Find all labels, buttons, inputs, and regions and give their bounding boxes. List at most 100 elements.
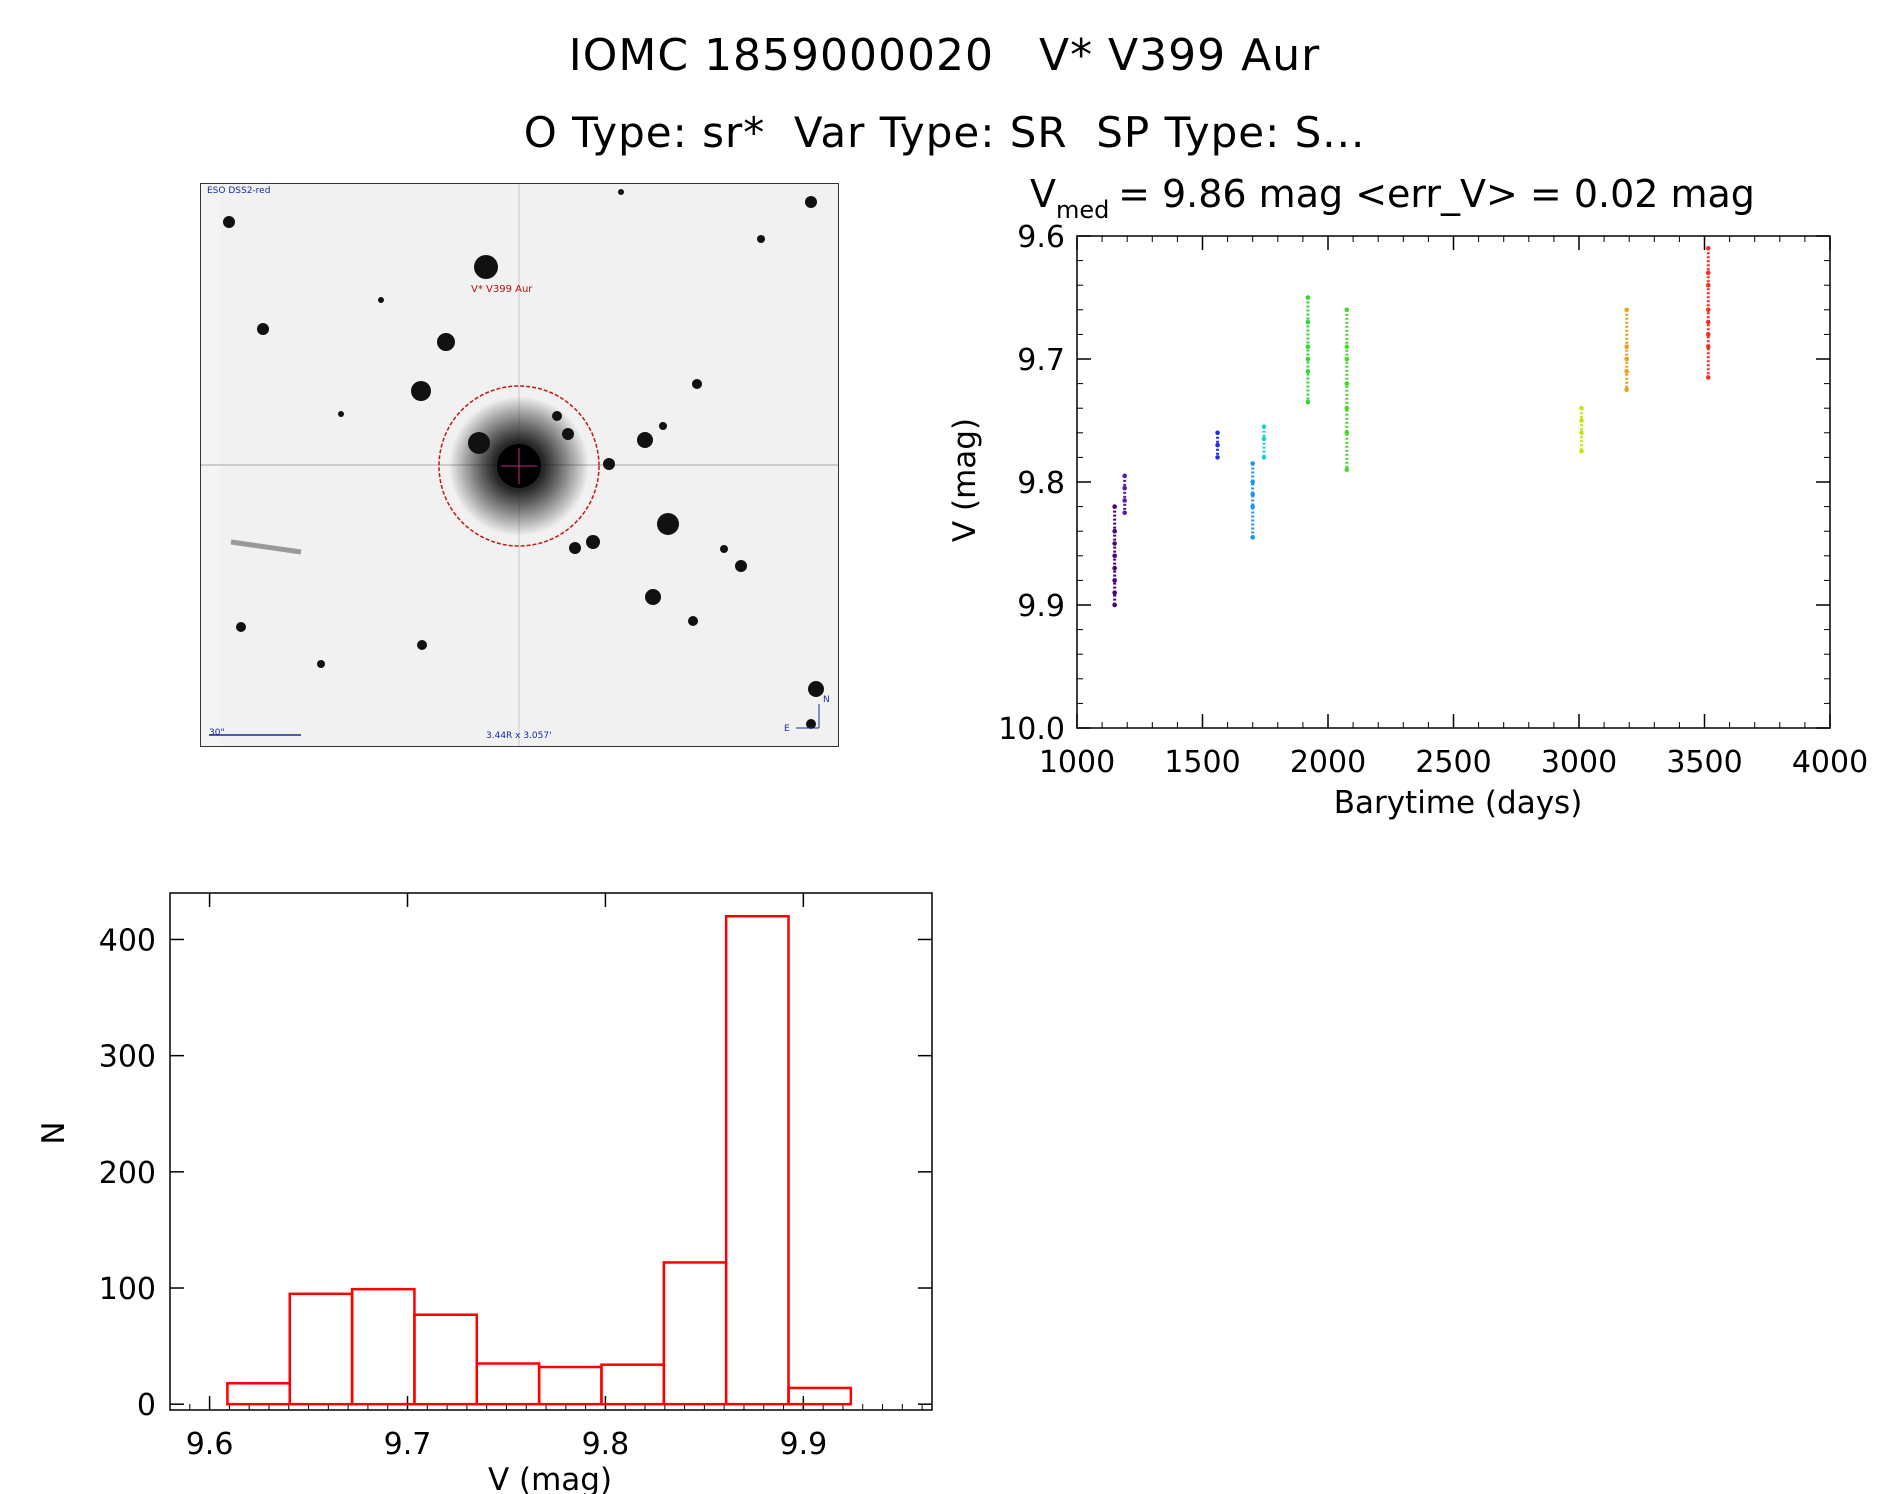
figure-title-line2: O Type: sr* Var Type: SR SP Type: S... — [523, 108, 1366, 157]
histogram-bar — [413, 1313, 479, 1406]
light-curve-frame — [1076, 235, 1831, 729]
east-arrow-label: E — [784, 724, 790, 734]
light-curve-point — [1261, 455, 1267, 460]
light-curve-y-label: V (mag) — [947, 418, 983, 542]
light-curve-point — [1705, 246, 1711, 251]
light-curve-point — [1250, 479, 1255, 485]
light-curve-point — [1344, 381, 1350, 386]
light-curve-point — [1305, 344, 1311, 350]
light-curve-title-rest: = 9.86 mag <err_V> = 0.02 mag — [1106, 172, 1755, 216]
light-curve-point — [1250, 492, 1255, 497]
x-tick-label: 9.8 — [582, 1427, 630, 1462]
light-curve-point — [1305, 369, 1311, 374]
light-curve-point — [1705, 270, 1711, 276]
light-curve-point — [1305, 295, 1311, 300]
light-curve-title-sub: med — [1056, 196, 1109, 224]
histogram-bar — [662, 1261, 728, 1406]
light-curve-point — [1215, 430, 1220, 436]
light-curve-point — [1122, 485, 1127, 491]
target-star-label: V* V399 Aur — [471, 284, 533, 295]
histogram-bar — [600, 1363, 666, 1406]
y-tick-label: 0 — [137, 1388, 156, 1423]
y-tick-label: 9.6 — [1017, 220, 1065, 255]
x-tick-label: 1000 — [1039, 745, 1115, 780]
histogram-bar — [288, 1292, 354, 1406]
light-curve-point — [1344, 405, 1350, 411]
light-curve-point — [1344, 467, 1350, 473]
x-tick-label: 3000 — [1541, 745, 1617, 780]
light-curve-point — [1261, 424, 1267, 429]
histogram-bar — [537, 1365, 603, 1406]
light-curve-point — [1250, 504, 1255, 509]
light-curve-point — [1305, 356, 1311, 362]
light-curve-point — [1112, 528, 1117, 534]
y-tick-label: 400 — [99, 923, 156, 958]
light-curve-point — [1112, 578, 1117, 583]
light-curve-point — [1705, 344, 1711, 350]
y-tick-label: 9.9 — [1017, 589, 1065, 624]
light-curve-x-label: Barytime (days) — [1334, 785, 1583, 821]
x-tick-label: 3500 — [1666, 745, 1742, 780]
x-tick-label: 9.7 — [384, 1427, 432, 1462]
x-tick-label: 2500 — [1415, 745, 1491, 780]
light-curve-point — [1344, 430, 1350, 436]
light-curve-point — [1579, 405, 1584, 411]
light-curve-point — [1624, 356, 1629, 362]
light-curve-point — [1261, 436, 1267, 442]
histogram-bar — [724, 914, 790, 1406]
light-curve-point — [1305, 319, 1311, 325]
light-curve-point — [1344, 344, 1350, 350]
light-curve-point — [1112, 565, 1117, 571]
north-arrow-label: N — [823, 695, 830, 705]
histogram-frame — [169, 892, 933, 1411]
light-curve-point — [1122, 510, 1127, 516]
light-curve-point — [1112, 504, 1117, 509]
light-curve-point — [1112, 541, 1117, 546]
y-tick-label: 9.7 — [1017, 343, 1065, 378]
light-curve-point — [1344, 307, 1350, 313]
light-curve-point — [1122, 473, 1127, 479]
star-field — [201, 184, 838, 746]
scale-bar-label: 30" — [209, 728, 225, 738]
histogram-axes: 9.6 9.7 9.8 9.9 0 100 200 300 400 — [99, 892, 933, 1462]
x-tick-label: 1500 — [1164, 745, 1240, 780]
dss-finder-image: ESO DSS2-red V* V399 Aur 30" 3.44R x 3.0… — [200, 183, 839, 747]
light-curve-points — [1112, 246, 1711, 608]
field-size-label: 3.44R x 3.057' — [486, 731, 552, 741]
light-curve-point — [1250, 461, 1255, 466]
y-tick-label: 10.0 — [998, 712, 1065, 747]
x-tick-label: 9.9 — [779, 1427, 827, 1462]
histogram-bar — [226, 1382, 291, 1406]
light-curve-point — [1215, 455, 1220, 460]
histogram-bar — [787, 1386, 853, 1406]
light-curve-point — [1705, 307, 1711, 313]
light-curve-point — [1305, 399, 1311, 405]
dss-source-label: ESO DSS2-red — [207, 186, 271, 196]
x-tick-label: 2000 — [1290, 745, 1366, 780]
histogram-y-label: N — [36, 1121, 72, 1144]
light-curve-point — [1579, 418, 1584, 423]
light-curve-point — [1624, 369, 1629, 374]
histogram-bars — [226, 914, 853, 1406]
histogram-bar — [475, 1362, 541, 1406]
light-curve-axes: 1000 1500 2000 2500 3000 3500 4000 9.6 9.7 9.8 9.9… — [998, 220, 1868, 780]
y-tick-label: 100 — [99, 1272, 156, 1307]
histogram-bar — [350, 1287, 416, 1406]
light-curve-point — [1579, 448, 1584, 454]
histogram-x-label: V (mag) — [488, 1462, 612, 1494]
light-curve-point — [1112, 590, 1117, 595]
y-tick-label: 9.8 — [1017, 466, 1065, 501]
light-curve-point — [1624, 387, 1629, 393]
x-tick-label: 9.6 — [186, 1427, 234, 1462]
y-tick-label: 300 — [99, 1040, 156, 1075]
light-curve-point — [1344, 356, 1350, 362]
light-curve-point — [1250, 535, 1255, 540]
light-curve-point — [1112, 602, 1117, 608]
light-curve-point — [1215, 442, 1220, 448]
y-tick-label: 200 — [99, 1156, 156, 1191]
light-curve-point — [1705, 319, 1711, 325]
light-curve-point — [1624, 307, 1629, 313]
light-curve-point — [1122, 498, 1127, 503]
light-curve-point — [1705, 332, 1711, 337]
light-curve-point — [1579, 430, 1584, 436]
